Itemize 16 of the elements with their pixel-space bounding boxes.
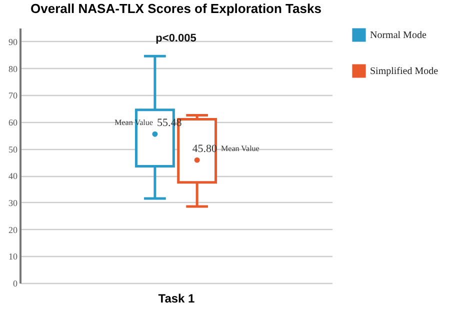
legend-label: Simplified Mode bbox=[370, 66, 439, 77]
annotation: Mean Value bbox=[221, 144, 260, 154]
legend-label: Normal Mode bbox=[370, 30, 427, 41]
y-tick-label: 0 bbox=[13, 278, 18, 288]
y-tick-label: 10 bbox=[8, 252, 18, 262]
y-tick-label: 70 bbox=[8, 90, 18, 101]
y-tick-label: 90 bbox=[8, 36, 18, 47]
y-tick-label: 20 bbox=[8, 224, 18, 235]
y-tick-label: 40 bbox=[8, 171, 18, 182]
y-tick-label: 80 bbox=[8, 64, 18, 74]
y-tick-label: 30 bbox=[8, 198, 18, 208]
annotation: p<0.005 bbox=[156, 32, 196, 44]
y-tick-label: 50 bbox=[8, 144, 18, 154]
chart-title: Overall NASA-TLX Scores of Exploration Tasks bbox=[30, 1, 322, 16]
x-tick-label: Task 1 bbox=[158, 292, 196, 306]
y-tick-label: 60 bbox=[8, 117, 18, 128]
